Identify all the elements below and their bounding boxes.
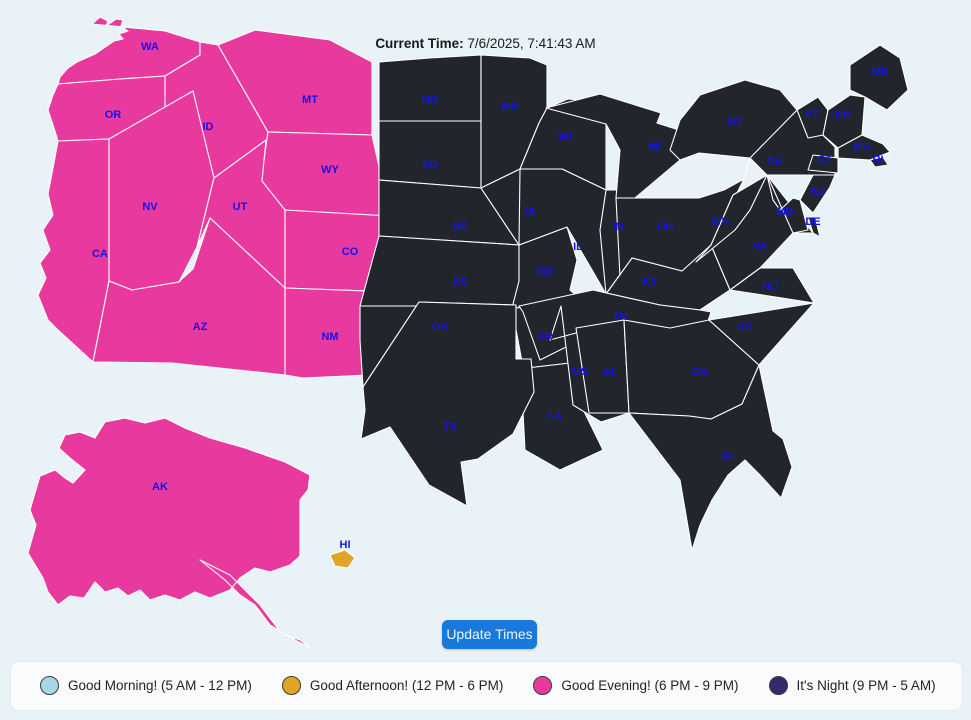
svg-text:IL: IL — [573, 241, 583, 253]
svg-text:AL: AL — [603, 366, 618, 378]
svg-text:CO: CO — [342, 246, 359, 258]
svg-text:NY: NY — [727, 116, 743, 128]
svg-text:NJ: NJ — [811, 186, 825, 198]
svg-text:AZ: AZ — [193, 321, 208, 333]
svg-text:FL: FL — [723, 451, 737, 463]
svg-text:LA: LA — [548, 411, 563, 423]
svg-text:WA: WA — [141, 41, 159, 53]
svg-text:NM: NM — [321, 331, 338, 343]
svg-text:WI: WI — [558, 131, 571, 143]
svg-text:OK: OK — [432, 321, 449, 333]
svg-text:OH: OH — [657, 221, 674, 233]
svg-text:MI: MI — [649, 141, 661, 153]
svg-text:WV: WV — [711, 216, 729, 228]
svg-text:WY: WY — [321, 164, 339, 176]
svg-text:MS: MS — [572, 366, 589, 378]
svg-text:NE: NE — [452, 221, 467, 233]
svg-text:MO: MO — [536, 266, 554, 278]
svg-text:KY: KY — [642, 276, 658, 288]
svg-text:CT: CT — [818, 154, 833, 166]
svg-text:NC: NC — [762, 281, 778, 293]
svg-text:VA: VA — [753, 241, 768, 253]
svg-text:UT: UT — [233, 201, 248, 213]
svg-text:ID: ID — [203, 121, 214, 133]
svg-text:NV: NV — [142, 201, 158, 213]
svg-text:AR: AR — [537, 331, 553, 343]
svg-text:IN: IN — [613, 221, 624, 233]
svg-text:KS: KS — [452, 276, 467, 288]
svg-text:CA: CA — [92, 248, 108, 260]
svg-text:IA: IA — [525, 206, 536, 218]
svg-text:MA: MA — [853, 141, 870, 153]
svg-text:TX: TX — [443, 421, 458, 433]
svg-text:SC: SC — [737, 321, 752, 333]
svg-text:VT: VT — [805, 109, 819, 121]
svg-text:GA: GA — [692, 366, 709, 378]
svg-text:MD: MD — [776, 206, 793, 218]
svg-text:MT: MT — [302, 94, 318, 106]
svg-text:ME: ME — [872, 66, 889, 78]
svg-text:OR: OR — [105, 109, 122, 121]
svg-text:ND: ND — [422, 94, 438, 106]
svg-text:PA: PA — [768, 156, 783, 168]
svg-text:NH: NH — [835, 109, 851, 121]
svg-text:RI: RI — [873, 154, 884, 166]
svg-text:DE: DE — [805, 216, 820, 228]
svg-text:SD: SD — [422, 159, 437, 171]
svg-text:TN: TN — [613, 311, 628, 323]
svg-text:HI: HI — [340, 539, 351, 551]
svg-text:AK: AK — [152, 481, 168, 493]
svg-text:MN: MN — [501, 101, 518, 113]
